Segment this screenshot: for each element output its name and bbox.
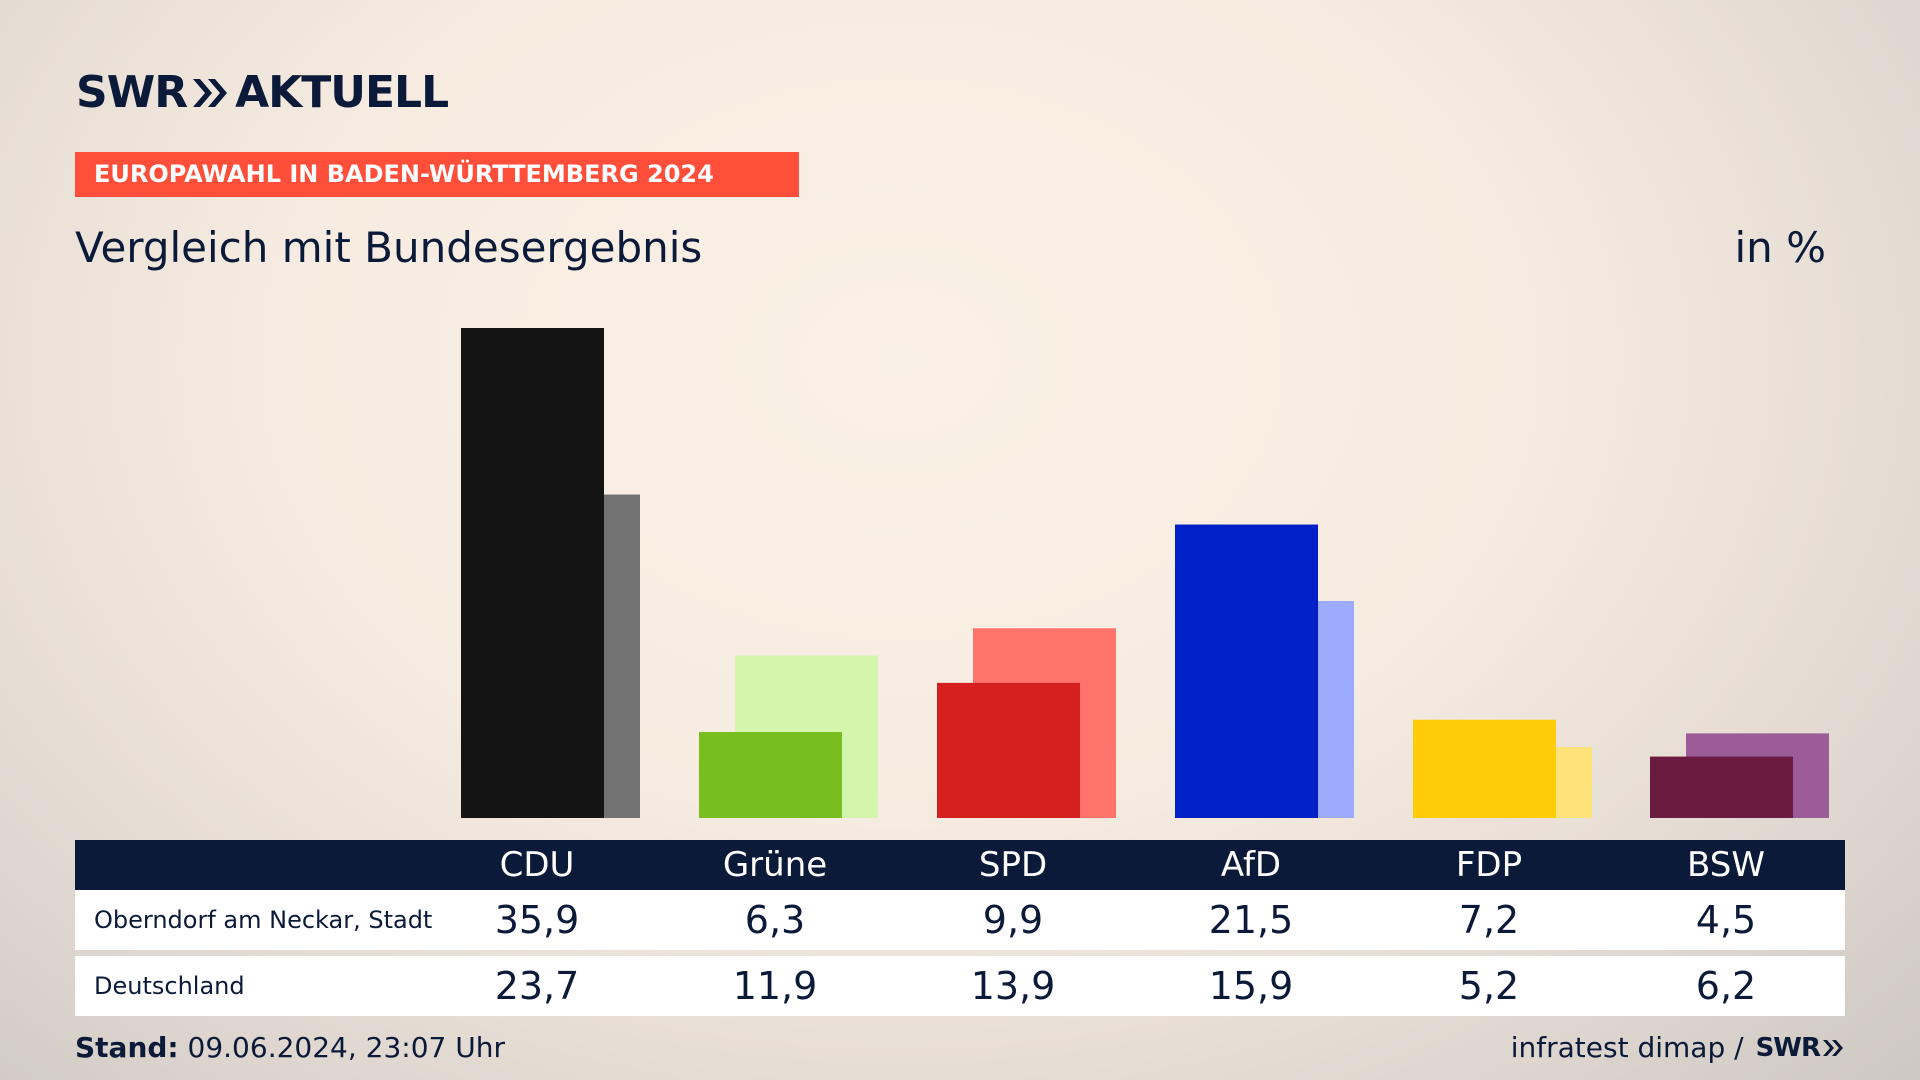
results-table: CDU Grüne SPD AfD FDP BSW Oberndorf am Neckar… bbox=[75, 840, 1845, 1016]
row-label-national: Deutschland bbox=[94, 972, 245, 1000]
double-chevron-icon bbox=[193, 79, 228, 107]
bar-local-cdu bbox=[461, 328, 604, 818]
column-header-spd: SPD bbox=[978, 845, 1048, 885]
footer-timestamp: Stand: 09.06.2024, 23:07 Uhr bbox=[75, 1028, 505, 1068]
table-cell-national-cdu: 23,7 bbox=[494, 964, 580, 1008]
bar-local-spd bbox=[937, 682, 1080, 818]
swr-aktuell-logo: SWR AKTUELL bbox=[76, 67, 449, 118]
chart-title: Vergleich mit Bundesergebnis bbox=[75, 223, 703, 272]
table-cell-national-fdp: 5,2 bbox=[1458, 964, 1520, 1008]
table-row-national: Deutschland 23,7 11,9 13,9 15,9 5,2 6,2 bbox=[75, 956, 1845, 1016]
column-header-afd: AfD bbox=[1220, 845, 1282, 885]
table-cell-local-spd: 9,9 bbox=[982, 898, 1044, 942]
table-cell-local-fdp: 7,2 bbox=[1458, 898, 1520, 942]
table-cell-local-cdu: 35,9 bbox=[494, 898, 580, 942]
table-row-local: Oberndorf am Neckar, Stadt 35,9 6,3 9,9 21,… bbox=[75, 890, 1845, 950]
column-header-cdu: CDU bbox=[499, 845, 575, 885]
column-header-bsw: BSW bbox=[1687, 845, 1765, 885]
bar-local-bsw bbox=[1650, 756, 1793, 818]
logo-aktuell-text: AKTUELL bbox=[235, 67, 449, 118]
logo-swr-text: SWR bbox=[76, 67, 188, 118]
table-cell-national-bsw: 6,2 bbox=[1695, 964, 1757, 1008]
double-chevron-icon bbox=[1823, 1040, 1843, 1056]
table-cell-local-afd: 21,5 bbox=[1208, 898, 1294, 942]
stand-value: 09.06.2024, 23:07 Uhr bbox=[187, 1031, 505, 1064]
footer-source: infratest dimap / SWR bbox=[1511, 1028, 1844, 1068]
bar-local-afd bbox=[1175, 524, 1318, 818]
row-label-local: Oberndorf am Neckar, Stadt bbox=[94, 906, 433, 934]
column-header-gr-ne: Grüne bbox=[722, 845, 828, 885]
stand-label: Stand: bbox=[75, 1031, 179, 1064]
table-cell-national-spd: 13,9 bbox=[970, 964, 1056, 1008]
bar-local-fdp bbox=[1413, 719, 1556, 818]
bar-chart bbox=[461, 328, 1829, 818]
table-cell-national-gr-ne: 11,9 bbox=[732, 964, 818, 1008]
column-header-fdp: FDP bbox=[1455, 845, 1523, 885]
table-header: CDU Grüne SPD AfD FDP BSW bbox=[75, 840, 1845, 890]
source-swr-logo: SWR bbox=[1755, 1033, 1821, 1063]
table-cell-local-gr-ne: 6,3 bbox=[744, 898, 806, 942]
unit-label: in % bbox=[1734, 223, 1826, 272]
table-cell-national-afd: 15,9 bbox=[1208, 964, 1294, 1008]
kicker-banner: EUROPAWAHL IN BADEN-WÜRTTEMBERG 2024 bbox=[75, 152, 799, 197]
source-text: infratest dimap / bbox=[1510, 1031, 1744, 1064]
table-cell-local-bsw: 4,5 bbox=[1695, 898, 1757, 942]
bar-local-gr-ne bbox=[699, 732, 842, 818]
